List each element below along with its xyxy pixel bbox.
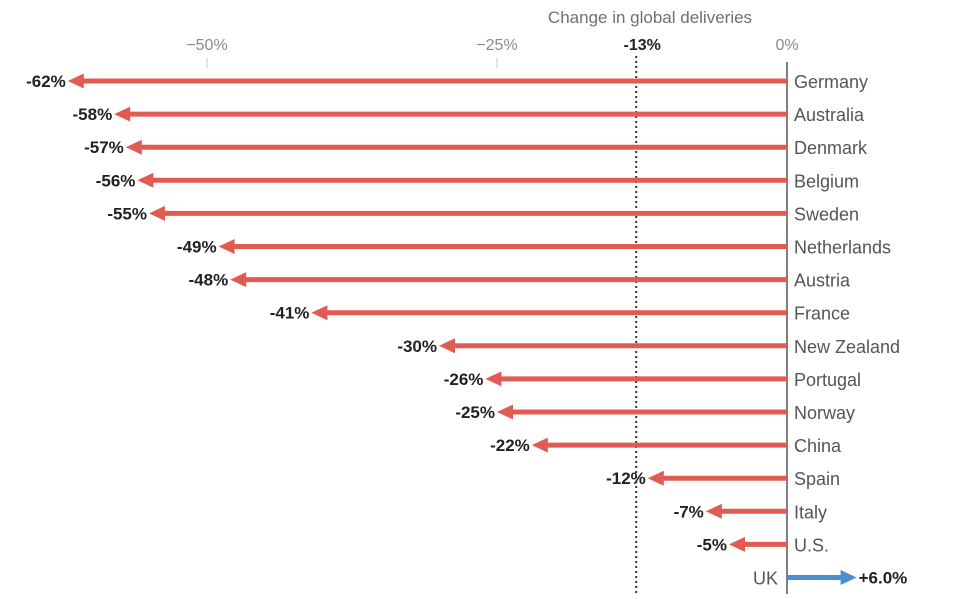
category-label: France [794, 304, 850, 324]
value-label: -57% [84, 138, 124, 157]
bar-arrow-head [729, 536, 745, 552]
value-label: -56% [96, 171, 136, 190]
axis-ticks: −50% −25% 0% [186, 37, 799, 68]
bar-arrow-head [114, 106, 131, 122]
value-label: -7% [674, 502, 704, 521]
tick-label: 0% [775, 37, 798, 54]
category-label: Belgium [794, 171, 859, 191]
category-label: China [794, 436, 842, 456]
tick-label: −50% [186, 37, 227, 54]
reference-line-label: -13% [624, 37, 661, 54]
value-label: -5% [697, 535, 727, 554]
category-label: Netherlands [794, 238, 891, 258]
value-label: -25% [455, 403, 495, 422]
reference-line-group: -13% [624, 37, 661, 594]
category-label: Spain [794, 469, 840, 489]
bars: -62% Germany -58% Australia -57% Denmark -56% B… [26, 72, 907, 589]
value-label: -30% [397, 337, 437, 356]
bar-arrow-head [137, 172, 154, 188]
bar-arrow-head [497, 404, 513, 420]
value-label: -41% [270, 304, 310, 323]
bar-arrow-head [149, 205, 165, 221]
value-label: +6.0% [859, 569, 908, 588]
bar-arrow-head [439, 338, 455, 354]
value-label: -48% [189, 271, 229, 290]
axis-title: Change in global deliveries [548, 8, 752, 27]
value-label: -22% [490, 436, 530, 455]
category-label: Denmark [794, 138, 868, 158]
value-label: -26% [444, 370, 484, 389]
value-label: -12% [606, 469, 646, 488]
bar-arrow-head [311, 305, 328, 321]
category-label: Italy [794, 502, 827, 522]
category-label: Austria [794, 271, 851, 291]
bar-arrow-head [485, 371, 502, 387]
category-label: UK [753, 569, 778, 589]
tick-label: −25% [476, 37, 517, 54]
category-label: Australia [794, 105, 865, 125]
bar-arrow-head [230, 272, 247, 288]
bar-arrow-head [840, 570, 857, 585]
bar-arrow-head [218, 239, 235, 254]
bar-arrow-head [125, 139, 142, 155]
value-label: -55% [107, 204, 147, 223]
category-label: U.S. [794, 535, 829, 555]
category-label: Germany [794, 72, 868, 92]
bar-arrow-head [705, 503, 722, 519]
category-label: Portugal [794, 370, 861, 390]
bar-arrow-head [647, 470, 664, 486]
value-label: -58% [73, 105, 113, 124]
bar-arrow-head [67, 73, 84, 89]
value-label: -62% [26, 72, 66, 91]
category-label: Norway [794, 403, 855, 423]
bar-arrow-head [531, 437, 548, 453]
value-label: -49% [177, 238, 217, 257]
category-label: Sweden [794, 204, 859, 224]
category-label: New Zealand [794, 337, 900, 357]
